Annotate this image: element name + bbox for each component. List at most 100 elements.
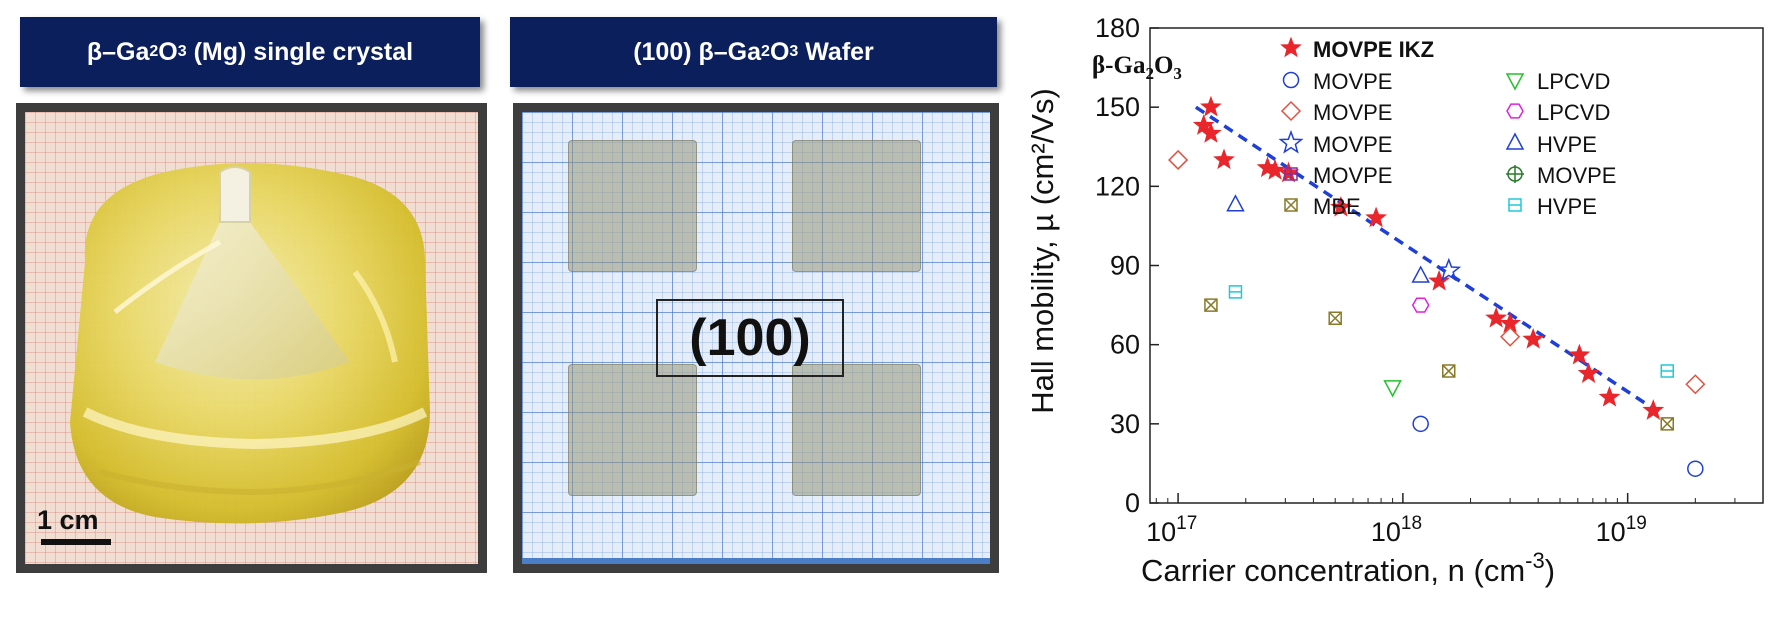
y-tick-label: 60: [1110, 330, 1140, 360]
data-point: [1485, 306, 1508, 328]
title-subscript: 3: [177, 43, 187, 60]
legend-label: MOVPE: [1537, 163, 1616, 188]
data-point: [1365, 206, 1387, 228]
legend-label: MOVPE IKZ: [1313, 37, 1434, 62]
right-photo-title: (100) β–Ga 2 O 3 Wafer: [510, 17, 997, 87]
y-tick-label: 120: [1095, 171, 1140, 201]
data-point: [1522, 327, 1545, 349]
data-point: [1277, 161, 1300, 183]
data-point: [1442, 364, 1456, 378]
data-point: [1685, 374, 1706, 395]
legend-entry: HVPE: [1505, 132, 1597, 157]
legend-marker: [1280, 36, 1302, 58]
legend-entry: MBE: [1284, 194, 1361, 219]
data-point: [1228, 285, 1243, 299]
plot-layer: 0 30 60 90 120 150 180 1017 1018 1019: [1095, 13, 1764, 547]
legend-marker: [1506, 165, 1524, 183]
data-point: [1577, 362, 1600, 383]
legend-entry: MOVPE: [1278, 129, 1392, 157]
wafer-piece-bottom-right: [792, 364, 921, 496]
data-point: [1436, 257, 1462, 282]
data-point: [1200, 95, 1222, 117]
data-point: [1226, 194, 1245, 212]
wafer-edge-line: [522, 558, 990, 564]
legend-marker: [1280, 100, 1302, 122]
legend-label: MOVPE: [1313, 132, 1392, 157]
x-tick-label: 1019: [1596, 513, 1647, 547]
y-tick-label: 30: [1110, 409, 1140, 439]
data-point: [1411, 297, 1430, 313]
title-text: Wafer: [798, 37, 874, 66]
legend-label: MOVPE: [1313, 69, 1392, 94]
data-point: [1428, 269, 1451, 291]
y-axis-label: Hall mobility, µ (cm²/Vs): [1030, 88, 1060, 414]
data-point: [1264, 159, 1286, 180]
title-text: (Mg) single crystal: [186, 37, 414, 66]
x-tick-label: 1017: [1146, 513, 1197, 547]
y-tick-label: 0: [1125, 488, 1140, 518]
data-point: [1200, 122, 1222, 143]
legend-marker: [1278, 129, 1304, 154]
y-tick-label: 150: [1095, 92, 1140, 122]
legend-marker: [1284, 167, 1298, 181]
data-point: [1660, 417, 1674, 431]
data-point: [1568, 343, 1591, 365]
legend-entry: MOVPE: [1282, 69, 1392, 94]
data-point: [1204, 298, 1218, 312]
legend-entry: LPCVD: [1506, 100, 1610, 125]
y-tick-label: 90: [1110, 251, 1140, 281]
legend-label: MBE: [1313, 194, 1361, 219]
legend-marker: [1282, 71, 1300, 89]
legend-entry: MOVPE IKZ: [1280, 36, 1434, 62]
legend-label: LPCVD: [1537, 69, 1610, 94]
title-text: O: [158, 37, 178, 66]
legend-marker: [1284, 198, 1298, 212]
plot-frame: [1149, 27, 1764, 504]
wafer-piece-bottom-left: [568, 364, 697, 496]
title-text: β–Ga: [86, 37, 150, 66]
legend-entry: LPCVD: [1505, 69, 1610, 94]
data-point: [1330, 195, 1352, 217]
wafer-photo: (100): [513, 103, 999, 573]
legend-entry: MOVPE: [1506, 163, 1616, 188]
title-subscript: 3: [789, 43, 799, 60]
legend-marker: [1508, 198, 1522, 212]
legend: MOVPE IKZ MOVPE MOVPE MOVPE MOVPE MBE LPCVD LPC…: [1278, 36, 1616, 219]
chart-svg: 0 30 60 90 120 150 180 1017 1018 1019 β-Ga2O3 Hal…: [1030, 13, 1764, 588]
orientation-label: (100): [656, 299, 844, 377]
wafer-piece-top-left: [568, 140, 697, 272]
title-subscript: 2: [761, 43, 770, 60]
scale-bar: [41, 539, 111, 545]
wafer-piece-top-right: [792, 140, 921, 272]
crystal-photo: 1 cm: [16, 103, 487, 573]
legend-label: LPCVD: [1537, 100, 1610, 125]
left-photo-title: β–Ga 2 O 3 (Mg) single crystal: [20, 17, 480, 87]
legend-marker: [1505, 132, 1525, 150]
legend-entry: HVPE: [1508, 194, 1597, 219]
title-subscript: 2: [149, 43, 159, 60]
legend-entry: MOVPE: [1284, 163, 1392, 188]
data-point: [1660, 364, 1674, 378]
data-point: [1642, 399, 1665, 420]
data-point: [1328, 311, 1342, 326]
y-tick-label: 180: [1095, 13, 1140, 43]
data-point: [1168, 149, 1189, 171]
legend-label: MOVPE: [1313, 100, 1392, 125]
legend-label: HVPE: [1537, 132, 1597, 157]
data-point: [1500, 326, 1521, 347]
x-axis-label: Carrier concentration, n (cm-3): [1141, 548, 1555, 588]
legend-marker: [1506, 103, 1524, 119]
data-point: [1598, 385, 1621, 407]
crystal-illustration: [70, 163, 430, 524]
data-point: [1411, 265, 1430, 283]
title-text: (100) β–Ga: [633, 37, 762, 66]
x-tick-label: 1018: [1371, 513, 1422, 547]
legend-label: HVPE: [1537, 194, 1597, 219]
data-point: [1213, 148, 1235, 170]
data-point: [1687, 460, 1704, 477]
legend-marker: [1505, 73, 1525, 91]
legend-label: MOVPE: [1313, 163, 1392, 188]
data-point: [1412, 415, 1429, 433]
mobility-chart: 0 30 60 90 120 150 180 1017 1018 1019 β-Ga2O3 Hal…: [1030, 0, 1775, 637]
legend-entry: MOVPE: [1280, 100, 1392, 125]
